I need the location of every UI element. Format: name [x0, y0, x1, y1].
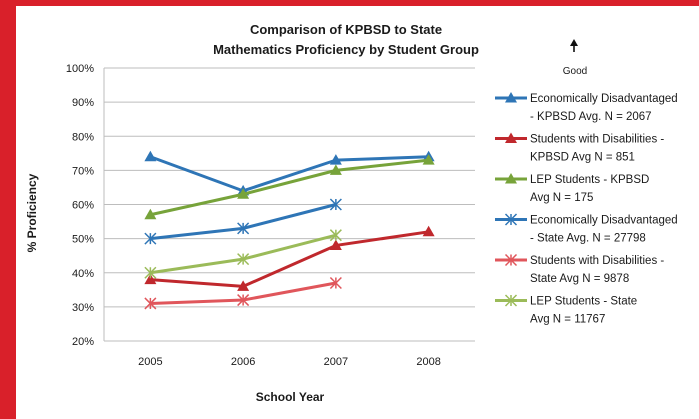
chart-title-line-1: Comparison of KPBSD to State	[250, 22, 442, 37]
series-layer	[144, 150, 435, 310]
data-point	[144, 297, 157, 310]
data-point	[329, 229, 342, 242]
y-axis-label: % Proficiency	[25, 173, 39, 252]
series-3	[144, 154, 435, 220]
legend-label: Students with Disabilities -	[530, 255, 664, 267]
legend-entry: LEP Students - KPBSD Avg N = 175	[495, 173, 649, 204]
data-point	[237, 188, 250, 199]
legend-label: LEP Students - State	[530, 296, 637, 308]
x-tick-label: 2005	[138, 356, 162, 368]
x-tick-label: 2007	[324, 356, 348, 368]
good-label: Good	[563, 66, 587, 77]
chart-area	[16, 6, 699, 419]
y-tick-label: 60%	[72, 200, 94, 212]
legend-label: LEP Students - KPBSD	[530, 174, 649, 186]
x-tick-label: 2006	[231, 356, 255, 368]
data-point	[329, 154, 342, 165]
legend-label: KPBSD Avg N = 851	[530, 152, 635, 164]
x-axis-label: School Year	[256, 390, 325, 404]
series-5	[144, 276, 342, 310]
data-point	[144, 273, 157, 285]
y-tick-label: 50%	[72, 234, 94, 246]
chart-title: Comparison of KPBSD to State Mathematics…	[213, 22, 479, 57]
data-point	[329, 164, 342, 175]
legend-swatch-marker	[504, 253, 518, 267]
data-point	[144, 150, 157, 162]
y-tick-label: 20%	[72, 336, 94, 348]
good-annotation: Good	[563, 39, 587, 77]
legend-label: - KPBSD Avg. N = 2067	[530, 111, 652, 123]
data-point	[144, 266, 157, 279]
y-tick-label: 90%	[72, 97, 94, 109]
legend-swatch-marker	[505, 92, 517, 103]
legend: Economically Disadvantaged - KPBSD Avg. N…	[495, 92, 678, 326]
legend-label: State Avg N = 9878	[530, 273, 629, 285]
x-axis-ticks: 2005 2006 2007 2008	[138, 356, 441, 368]
legend-entry: Economically Disadvantaged - State Avg. N…	[495, 213, 678, 245]
data-point	[144, 208, 157, 220]
legend-swatch-marker	[505, 132, 517, 143]
series-line	[150, 158, 429, 217]
data-point	[329, 198, 342, 211]
data-point	[422, 154, 435, 165]
legend-swatch-marker	[504, 213, 518, 226]
data-point	[144, 232, 157, 245]
y-tick-label: 40%	[72, 268, 94, 280]
series-1	[144, 150, 435, 196]
x-tick-label: 2008	[416, 356, 440, 368]
legend-entry: Students with Disabilities - State Avg N …	[495, 253, 664, 285]
legend-entry: LEP Students - State Avg N = 11767	[495, 294, 637, 326]
series-line	[150, 230, 429, 288]
legend-label: Economically Disadvantaged	[530, 215, 678, 227]
legend-label: Avg N = 11767	[530, 314, 605, 326]
gridlines	[103, 67, 475, 342]
y-axis-ticks: 20% 30% 40% 50% 60% 70% 80% 90% 100%	[66, 63, 94, 348]
legend-label: Economically Disadvantaged	[530, 93, 678, 105]
legend-label: Students with Disabilities -	[530, 134, 664, 146]
legend-entry: Students with Disabilities - KPBSD Avg N …	[495, 132, 664, 164]
up-arrow-icon	[570, 39, 578, 52]
y-tick-label: 80%	[72, 131, 94, 143]
series-2	[144, 225, 435, 291]
data-point	[422, 225, 435, 237]
legend-label: - State Avg. N = 27798	[530, 233, 646, 245]
series-line	[149, 155, 429, 193]
legend-label: Avg N = 175	[530, 192, 593, 204]
y-tick-label: 70%	[72, 165, 94, 177]
data-point	[237, 294, 250, 307]
data-point	[237, 280, 250, 291]
series-4	[144, 198, 342, 245]
chart-title-line-2: Mathematics Proficiency by Student Group	[213, 42, 479, 57]
data-point	[237, 253, 250, 266]
data-point	[237, 222, 250, 235]
y-tick-label: 30%	[72, 302, 94, 314]
series-6	[144, 229, 342, 279]
y-tick-label: 100%	[66, 63, 94, 75]
data-point	[329, 239, 342, 250]
legend-swatch-marker	[504, 294, 518, 307]
legend-swatch-marker	[505, 173, 517, 184]
legend-entry: Economically Disadvantaged - KPBSD Avg. N…	[495, 92, 678, 123]
data-point	[329, 276, 342, 290]
